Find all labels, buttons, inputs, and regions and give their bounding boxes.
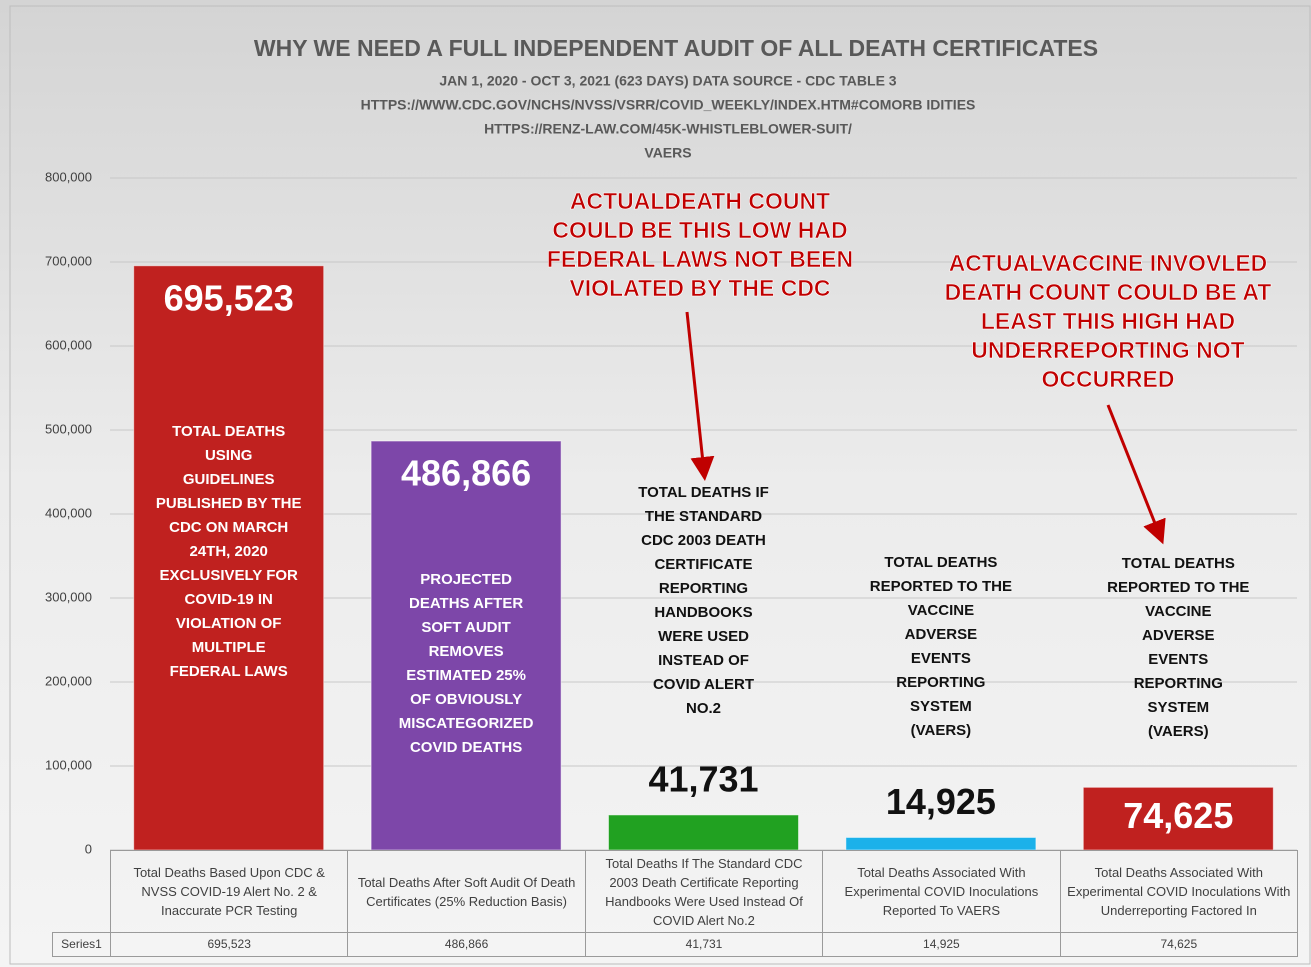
- bar-note: (VAERS): [1148, 723, 1209, 740]
- subtitle: HTTPS://WWW.CDC.GOV/NCHS/NVSS/VSRR/COVID…: [361, 97, 976, 113]
- bar-note: CDC ON MARCH: [169, 519, 288, 536]
- y-tick-label: 600,000: [45, 337, 92, 352]
- table-value: 74,625: [1059, 932, 1298, 957]
- bar-note: SYSTEM: [910, 698, 972, 715]
- y-tick-label: 500,000: [45, 421, 92, 436]
- bar-note: WERE USED: [658, 628, 749, 645]
- bar-note: EVENTS: [911, 650, 971, 667]
- y-tick-label: 400,000: [45, 505, 92, 520]
- bar-note: VACCINE: [908, 602, 974, 619]
- callout: LEAST THIS HIGH HAD: [981, 308, 1235, 334]
- data-label: 695,523: [164, 277, 294, 318]
- bar-note: EVENTS: [1148, 651, 1208, 668]
- arrow: [1106, 404, 1166, 545]
- subtitle: JAN 1, 2020 - OCT 3, 2021 (623 DAYS) DAT…: [439, 73, 896, 89]
- data-label: 14,925: [886, 781, 996, 822]
- bar-note: MULTIPLE: [192, 639, 266, 656]
- bar-note: NO.2: [686, 700, 721, 717]
- bar-note: ADVERSE: [905, 626, 978, 643]
- category-cell: Total Deaths After Soft Audit Of Death C…: [347, 850, 586, 933]
- bar-note: REPORTING: [659, 580, 748, 597]
- series-name: Series1: [52, 932, 111, 957]
- bar-note: SOFT AUDIT: [421, 619, 510, 636]
- frame: [9, 5, 1311, 965]
- bar-note: CERTIFICATE: [654, 556, 752, 573]
- bar-note: DEATHS AFTER: [409, 595, 523, 612]
- data-label: 74,625: [1123, 795, 1233, 836]
- bar-note: COVID-19 IN: [185, 591, 273, 608]
- bar-note: REMOVES: [429, 643, 504, 660]
- bar-note: TOTAL DEATHS: [884, 554, 997, 571]
- bar-note: CDC 2003 DEATH: [641, 532, 766, 549]
- y-tick-label: 300,000: [45, 589, 92, 604]
- bar-note: THE STANDARD: [645, 508, 762, 525]
- subtitle: HTTPS://RENZ-LAW.COM/45K-WHISTLEBLOWER-S…: [484, 121, 852, 137]
- y-tick-label: 0: [85, 841, 92, 856]
- y-tick-label: 800,000: [45, 169, 92, 184]
- bar-note: COVID DEATHS: [410, 739, 522, 756]
- callout: DEATH COUNT COULD BE AT: [945, 279, 1272, 305]
- category-cell: Total Deaths Based Upon CDC & NVSS COVID…: [110, 850, 349, 933]
- bar: [1082, 786, 1274, 851]
- y-tick-label: 200,000: [45, 673, 92, 688]
- bar-note: HANDBOOKS: [654, 604, 752, 621]
- bar: [845, 836, 1037, 851]
- table-value: 41,731: [584, 932, 824, 957]
- data-label: 486,866: [401, 453, 531, 494]
- bar-note: TOTAL DEATHS IF: [638, 484, 769, 501]
- table-value: 695,523: [110, 932, 349, 957]
- callout: OCCURRED: [1042, 366, 1175, 392]
- bar-note: TOTAL DEATHS: [172, 423, 285, 440]
- arrow: [685, 311, 715, 481]
- table-value: 486,866: [347, 932, 586, 957]
- bar-note: EXCLUSIVELY FOR: [160, 567, 299, 584]
- bar-note: REPORTING: [896, 674, 985, 691]
- bar-note: 24TH, 2020: [190, 543, 268, 560]
- bar-note: REPORTED TO THE: [870, 578, 1012, 595]
- bar-note: REPORTED TO THE: [1107, 579, 1249, 596]
- bar-note: (VAERS): [911, 722, 972, 739]
- bar: [608, 814, 799, 851]
- category-cell: Total Deaths Associated With Experimenta…: [1059, 850, 1298, 933]
- callout: COULD BE THIS LOW HAD: [552, 217, 847, 243]
- callout: VIOLATED BY THE CDC: [569, 275, 830, 301]
- callout: FEDERAL LAWS NOT BEEN: [547, 246, 853, 272]
- bar-note: PUBLISHED BY THE: [156, 495, 302, 512]
- callout: UNDERREPORTING NOT: [971, 337, 1244, 363]
- bar-note: INSTEAD OF: [658, 652, 749, 669]
- category-cell: Total Deaths If The Standard CDC 2003 De…: [584, 850, 824, 933]
- category-cell: Total Deaths Associated With Experimenta…: [822, 850, 1061, 933]
- subtitle: VAERS: [644, 145, 691, 161]
- chart-title: WHY WE NEED A FULL INDEPENDENT AUDIT OF …: [254, 35, 1098, 61]
- bar-note: SYSTEM: [1147, 699, 1209, 716]
- table-value: 14,925: [822, 932, 1061, 957]
- callout: ACTUALVACCINE INVOVLED: [949, 250, 1268, 276]
- bar-note: MISCATEGORIZED: [399, 715, 534, 732]
- bar: [370, 440, 562, 851]
- bar-note: OF OBVIOUSLY: [410, 691, 522, 708]
- bar-note: VIOLATION OF: [176, 615, 282, 632]
- y-tick-label: 700,000: [45, 253, 92, 268]
- bar-note: REPORTING: [1134, 675, 1223, 692]
- bar-note: PROJECTED: [420, 571, 512, 588]
- bar: [133, 265, 325, 851]
- bar-note: FEDERAL LAWS: [170, 663, 288, 680]
- bar-note: COVID ALERT: [653, 676, 754, 693]
- bar-note: ADVERSE: [1142, 627, 1215, 644]
- bar-note: TOTAL DEATHS: [1122, 555, 1235, 572]
- bar-note: ESTIMATED 25%: [406, 667, 526, 684]
- data-label: 41,731: [648, 758, 758, 799]
- bar-note: VACCINE: [1145, 603, 1211, 620]
- bar-note: GUIDELINES: [183, 471, 275, 488]
- bar-note: USING: [205, 447, 253, 464]
- callout: ACTUALDEATH COUNT: [570, 188, 830, 214]
- y-tick-label: 100,000: [45, 757, 92, 772]
